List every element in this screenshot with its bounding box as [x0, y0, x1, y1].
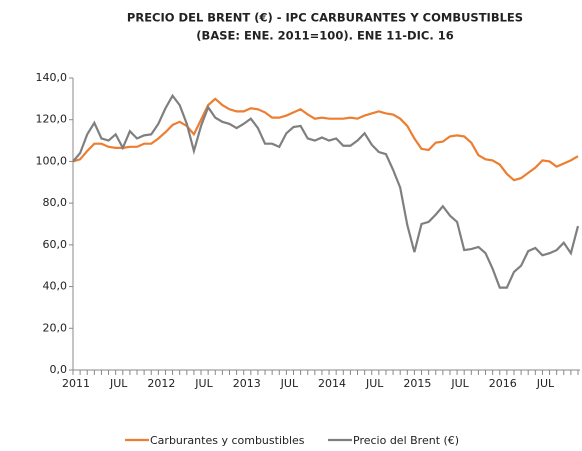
- x-tick-label: 2014: [318, 377, 346, 390]
- y-tick-label: 140,0: [36, 71, 68, 84]
- x-tick-label: 2016: [489, 377, 517, 390]
- y-tick-label: 40,0: [43, 280, 68, 293]
- line-series: [72, 97, 579, 182]
- x-tick-label: JUL: [365, 377, 384, 390]
- x-tick-label: JUL: [450, 377, 469, 390]
- y-tick-label: 60,0: [43, 238, 68, 251]
- y-tick-label: 20,0: [43, 321, 68, 334]
- x-tick-label: JUL: [280, 377, 299, 390]
- x-tick-label: 2015: [403, 377, 431, 390]
- chart-title: PRECIO DEL BRENT (€) - IPC CARBURANTES Y…: [127, 11, 523, 25]
- y-tick-label: 100,0: [36, 154, 68, 167]
- y-tick-label: 80,0: [43, 196, 68, 209]
- x-tick-label: JUL: [194, 377, 213, 390]
- x-tick-label: JUL: [536, 377, 555, 390]
- x-tick-label: 2011: [62, 377, 90, 390]
- legend-label: Precio del Brent (€): [353, 434, 459, 447]
- x-tick-label: 2013: [233, 377, 261, 390]
- y-tick-label: 0,0: [50, 363, 68, 376]
- x-tick-label: JUL: [109, 377, 128, 390]
- chart-subtitle: (BASE: ENE. 2011=100). ENE 11-DIC. 16: [196, 29, 453, 43]
- line-series: [72, 93, 580, 289]
- y-tick-label: 120,0: [36, 113, 68, 126]
- x-tick-label: 2012: [147, 377, 175, 390]
- legend-label: Carburantes y combustibles: [150, 434, 305, 447]
